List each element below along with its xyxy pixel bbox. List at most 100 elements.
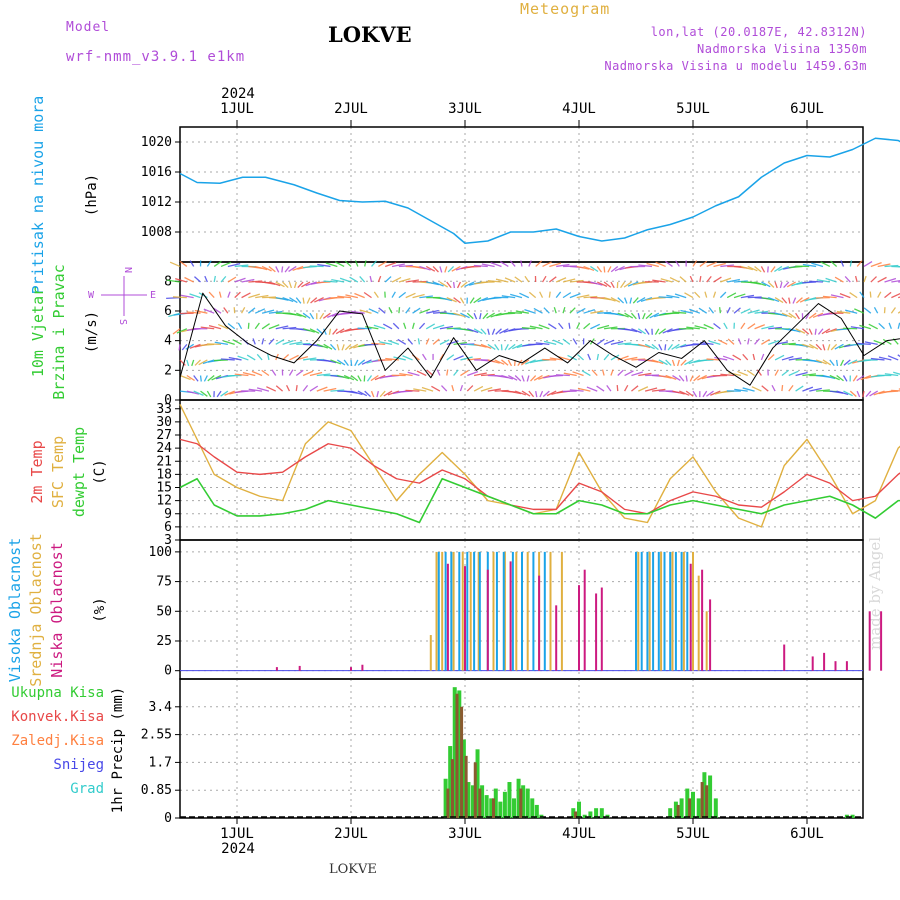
wind-barb bbox=[417, 338, 421, 345]
wind-barb bbox=[723, 322, 728, 330]
wind-barb bbox=[490, 262, 502, 268]
model-name: wrf-nmm_v3.9.1 e1km bbox=[66, 49, 246, 65]
wind-barb bbox=[812, 312, 824, 319]
ylabel-mid-cloud: Srednja Oblacnost bbox=[27, 533, 45, 687]
wind-barb bbox=[189, 260, 195, 267]
ylabel-high-cloud: Visoka Oblacnost bbox=[6, 538, 24, 683]
wind-barb bbox=[426, 281, 439, 286]
wind-barb bbox=[459, 384, 464, 392]
wind-barb bbox=[194, 276, 201, 283]
wind-barb bbox=[680, 309, 694, 314]
wind-barb bbox=[446, 281, 452, 289]
wind-barb bbox=[686, 326, 700, 330]
mid-cloud-bar bbox=[660, 551, 663, 671]
high-cloud-bar bbox=[669, 551, 672, 671]
wind-barb bbox=[206, 260, 212, 267]
wind-barb bbox=[296, 312, 307, 319]
x-tick-label-top: 2JUL bbox=[334, 101, 368, 117]
wind-barb bbox=[535, 390, 538, 398]
wind-barb bbox=[473, 312, 478, 320]
wind-barb bbox=[327, 312, 338, 318]
wind-barb bbox=[761, 385, 769, 392]
wind-barb bbox=[768, 297, 780, 303]
wind-barb bbox=[217, 323, 229, 330]
wind-barb bbox=[713, 262, 726, 268]
mid-cloud-bar bbox=[477, 551, 480, 671]
wind-barb bbox=[275, 281, 285, 288]
wind-barb bbox=[416, 370, 427, 377]
wind-barb bbox=[379, 390, 386, 398]
wind-barb bbox=[825, 277, 837, 283]
wind-barb bbox=[891, 279, 900, 283]
wind-barb bbox=[501, 359, 509, 366]
wind-barb bbox=[203, 375, 208, 382]
pressure-line bbox=[179, 137, 900, 244]
wind-barb bbox=[761, 338, 770, 345]
wind-barb bbox=[316, 386, 328, 392]
wind-barb bbox=[760, 266, 766, 273]
wind-barb bbox=[884, 291, 892, 299]
wind-barb bbox=[494, 343, 500, 351]
wind-barb bbox=[809, 387, 822, 392]
wind-barb bbox=[727, 338, 735, 345]
wind-barb bbox=[870, 357, 885, 361]
ylabel-wind-dir: Brzina i Pravac bbox=[50, 264, 68, 399]
wind-barb bbox=[849, 292, 858, 299]
panel-frame bbox=[179, 399, 864, 541]
wind-barb bbox=[590, 265, 599, 273]
wind-barb bbox=[213, 275, 216, 283]
wind-barb bbox=[610, 265, 619, 273]
wind-barb bbox=[658, 344, 663, 351]
wind-barb bbox=[223, 307, 229, 314]
wind-barb bbox=[323, 387, 337, 392]
convective-precip-bar bbox=[519, 788, 523, 818]
wind-barb bbox=[632, 297, 639, 304]
wind-barb bbox=[539, 390, 544, 398]
wind-barb bbox=[179, 260, 188, 267]
wind-barb bbox=[289, 341, 303, 345]
wind-barb bbox=[364, 260, 367, 267]
wind-barb bbox=[747, 265, 758, 272]
wind-barb bbox=[436, 369, 441, 376]
total-precip-bar bbox=[452, 687, 457, 818]
wind-barb bbox=[359, 309, 372, 314]
wind-speed-line bbox=[179, 292, 900, 386]
wind-barb bbox=[332, 328, 338, 335]
wind-barb bbox=[439, 353, 445, 361]
wind-barb bbox=[514, 328, 529, 330]
wind-barb bbox=[473, 264, 488, 268]
wind-barb bbox=[672, 374, 681, 382]
wind-barb bbox=[665, 359, 672, 366]
high-cloud-bar bbox=[635, 551, 637, 671]
wind-barb bbox=[754, 324, 766, 330]
wind-barb bbox=[520, 359, 530, 366]
wind-barb bbox=[768, 339, 780, 345]
wind-barb bbox=[665, 374, 677, 381]
wind-barb bbox=[480, 328, 487, 335]
high-cloud-bar bbox=[686, 551, 689, 671]
wind-barb bbox=[802, 373, 817, 377]
wind-barb bbox=[499, 261, 509, 268]
wind-barb bbox=[331, 278, 345, 283]
low-cloud-bar bbox=[701, 569, 704, 671]
wind-barb bbox=[617, 312, 629, 318]
wind-barb bbox=[482, 312, 489, 320]
wind-barb bbox=[706, 390, 714, 397]
wind-barb bbox=[742, 387, 755, 392]
wind-barb bbox=[802, 386, 814, 392]
wind-barb bbox=[193, 390, 204, 396]
wind-barb bbox=[603, 353, 610, 361]
wind-barb bbox=[460, 281, 468, 288]
mid-cloud-bar bbox=[429, 635, 432, 671]
wind-barb bbox=[888, 322, 892, 330]
wind-barb bbox=[844, 276, 851, 283]
wind-barb bbox=[781, 355, 794, 361]
wind-barb bbox=[713, 323, 721, 330]
wind-barb bbox=[309, 371, 323, 377]
wind-barb bbox=[508, 374, 518, 381]
wind-barb bbox=[878, 322, 885, 330]
precip-legend-5: Grad bbox=[70, 781, 104, 797]
wind-barb bbox=[302, 328, 315, 333]
wind-barb bbox=[616, 385, 619, 392]
wind-barb bbox=[567, 354, 578, 361]
